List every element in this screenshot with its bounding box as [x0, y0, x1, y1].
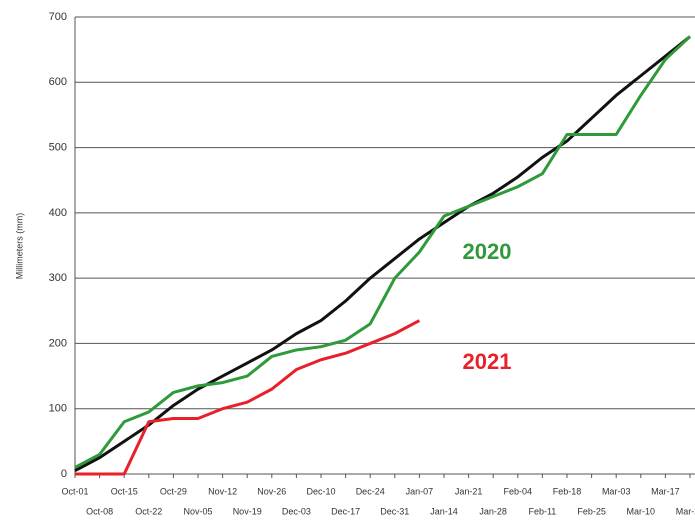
y-tick-label: 500 [49, 141, 67, 153]
x-tick-label: Dec-03 [282, 506, 311, 516]
y-tick-label: 100 [49, 403, 67, 415]
x-tick-label: Mar-10 [627, 506, 656, 516]
x-tick-label: Jan-28 [479, 506, 507, 516]
x-tick-label: Jan-07 [406, 486, 434, 496]
x-tick-label: Nov-12 [208, 486, 237, 496]
x-tick-label: Oct-29 [160, 486, 187, 496]
series-annotation: 2021 [463, 349, 512, 374]
y-tick-label: 400 [49, 207, 67, 219]
y-tick-label: 600 [49, 76, 67, 88]
x-tick-label: Feb-11 [528, 506, 556, 516]
x-tick-label: Oct-08 [86, 506, 113, 516]
series-annotation: 2020 [463, 239, 512, 264]
x-tick-label: Dec-24 [356, 486, 385, 496]
x-tick-label: Nov-26 [257, 486, 286, 496]
x-tick-label: Mar-03 [602, 486, 631, 496]
y-tick-label: 0 [61, 468, 67, 480]
x-tick-label: Jan-14 [430, 506, 458, 516]
x-tick-label: Mar-24 [676, 506, 695, 516]
x-tick-label: Dec-17 [331, 506, 360, 516]
x-tick-label: Dec-31 [380, 506, 409, 516]
y-axis-label: Millimeters (mm) [14, 213, 24, 280]
x-tick-label: Feb-18 [553, 486, 582, 496]
series-line [75, 319, 421, 476]
y-tick-label: 200 [49, 337, 67, 349]
x-tick-label: Jan-21 [455, 486, 483, 496]
x-tick-label: Feb-04 [504, 486, 533, 496]
x-tick-label: Nov-19 [233, 506, 262, 516]
x-tick-label: Oct-01 [61, 486, 88, 496]
x-tick-label: Dec-10 [306, 486, 335, 496]
x-tick-label: Nov-05 [183, 506, 212, 516]
x-tick-label: Oct-22 [135, 506, 162, 516]
y-tick-label: 300 [49, 272, 67, 284]
series-line [74, 35, 692, 469]
x-tick-label: Feb-25 [577, 506, 606, 516]
x-tick-label: Oct-15 [111, 486, 138, 496]
x-tick-label: Mar-17 [651, 486, 680, 496]
y-tick-label: 700 [49, 11, 67, 23]
series-line [74, 35, 691, 473]
